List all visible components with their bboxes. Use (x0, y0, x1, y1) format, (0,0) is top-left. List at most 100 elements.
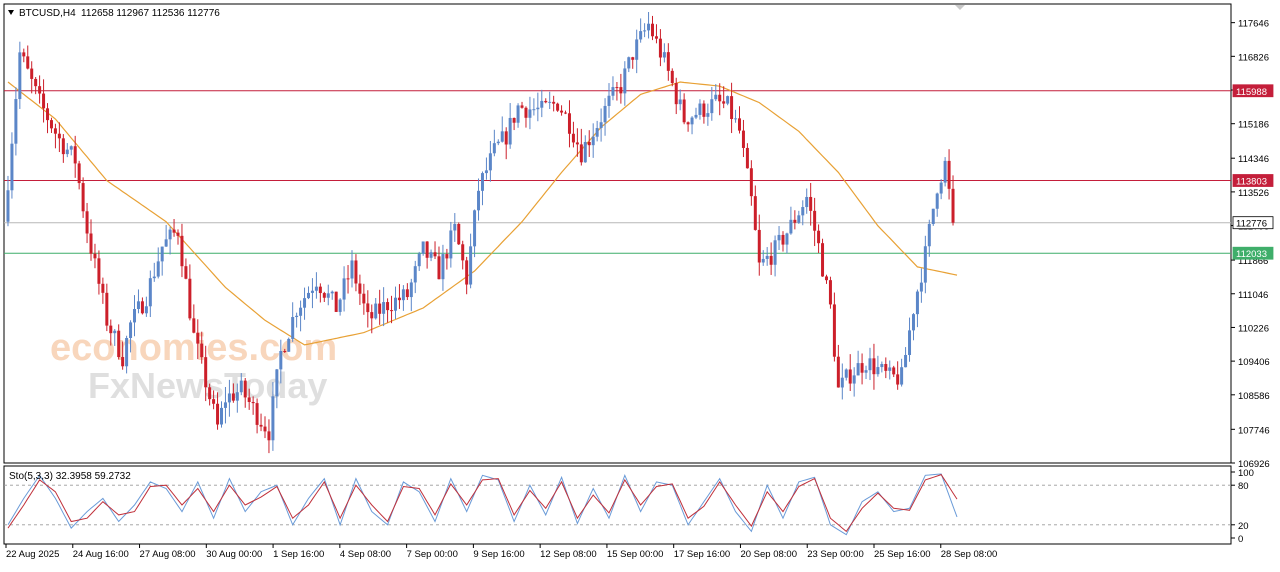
time-tick-label: 7 Sep 00:00 (407, 549, 458, 560)
candle-body (461, 244, 465, 261)
stoch-k-line (7, 473, 958, 536)
candle-body (643, 30, 647, 32)
candle-body (129, 322, 133, 339)
price-tick-label: 108586 (1238, 391, 1270, 402)
candle-body (583, 141, 587, 163)
moving-average (7, 81, 958, 346)
candle-body (587, 141, 591, 146)
chart-shift-icon[interactable] (955, 5, 965, 10)
candle-body (160, 246, 164, 262)
candle-body (813, 210, 817, 231)
candle-body (567, 113, 571, 134)
candle-body (212, 399, 216, 404)
time-tick-label: 28 Sep 08:00 (941, 549, 998, 560)
candle-body (730, 96, 734, 120)
candle-body (674, 82, 678, 105)
candle-body (880, 364, 884, 368)
candle-body (393, 297, 397, 311)
time-axis: 22 Aug 2025 24 Aug 16:00 27 Aug 08:00 30 Au… (5, 544, 998, 560)
level-label-box (1232, 84, 1274, 98)
candle-body (378, 303, 382, 314)
candle-body (184, 266, 188, 279)
candle-body (789, 219, 793, 234)
candle-body (516, 105, 520, 123)
candle-body (322, 293, 326, 298)
candle-body (204, 357, 208, 388)
price-tick-label: 111866 (1238, 256, 1268, 267)
candle-body (714, 94, 718, 100)
candle-body (540, 100, 544, 108)
candle-body (908, 330, 912, 355)
candle-body (287, 338, 291, 352)
candle-body (852, 375, 856, 384)
candle-body (350, 260, 354, 279)
chart-menu-icon[interactable] (8, 10, 14, 15)
candle-body (935, 193, 939, 209)
level-label-resistance: 113803 (1236, 177, 1267, 188)
candle-body (741, 130, 745, 148)
price-level-lines (4, 90, 1231, 254)
candle-body (710, 99, 714, 114)
candle-body (61, 138, 65, 155)
candle-body (425, 241, 429, 258)
candle-body (571, 133, 575, 143)
candle-body (611, 87, 615, 96)
candle-body (176, 232, 180, 236)
candle-body (947, 160, 951, 189)
candle-body (884, 364, 888, 371)
time-tick-label: 23 Sep 00:00 (807, 549, 864, 560)
price-tick-label: 107746 (1238, 425, 1270, 436)
candle-body (306, 292, 310, 299)
candle-body (239, 380, 243, 393)
candle-body (10, 143, 14, 191)
candle-body (172, 229, 176, 233)
candle-body (939, 182, 943, 194)
candle-body (401, 289, 405, 301)
candle-body (73, 146, 77, 164)
candle-body (180, 235, 184, 267)
candle-body (599, 122, 603, 129)
ohlc-label: 112658 112967 112536 112776 (81, 8, 220, 19)
candle-body (338, 299, 342, 312)
level-label-current: 112776 (1236, 219, 1267, 230)
candle-body (856, 363, 860, 376)
candle-body (544, 100, 548, 103)
candle-body (722, 101, 726, 104)
candle-body (77, 163, 81, 184)
candle-body (354, 260, 358, 284)
candle-body (133, 309, 137, 323)
candle-body (654, 36, 658, 39)
candle-body (915, 291, 919, 315)
indicator-panel[interactable] (3, 465, 1232, 545)
candle-body (421, 241, 425, 254)
candle-body (38, 86, 42, 94)
candle-body (417, 253, 421, 267)
candle-body (694, 114, 698, 118)
watermark-sub: FxNewsToday (88, 365, 327, 406)
candle-body (951, 188, 955, 223)
candle-body (299, 307, 303, 316)
time-tick-label: 15 Sep 00:00 (607, 549, 664, 560)
candle-body (46, 108, 50, 121)
candle-body (22, 52, 26, 57)
candle-body (231, 393, 235, 401)
candle-body (623, 68, 627, 94)
candle-body (864, 370, 868, 373)
candle-body (785, 233, 789, 245)
price-tick-label: 106926 (1238, 459, 1270, 470)
candle-body (682, 99, 686, 123)
candle-body (821, 243, 825, 277)
candle-body (251, 401, 255, 404)
candle-body (737, 118, 741, 131)
candle-body (445, 254, 449, 259)
candle-body (678, 99, 682, 105)
candle-body (836, 356, 840, 388)
candle-body (773, 240, 777, 265)
price-panel[interactable] (3, 3, 1232, 464)
time-tick-label: 25 Sep 16:00 (874, 549, 931, 560)
candle-body (200, 343, 204, 358)
candle-body (53, 128, 57, 134)
candle-body (840, 377, 844, 388)
indicator-label: Sto(5,3,3) 32.3958 59.2732 (9, 471, 131, 482)
